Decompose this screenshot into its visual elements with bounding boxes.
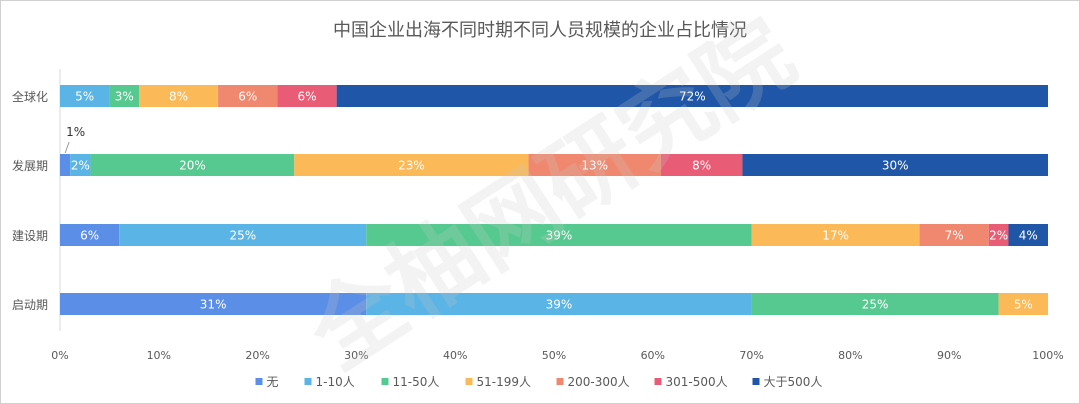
chart-title: 中国企业出海不同时期不同人员规模的企业占比情况 bbox=[333, 20, 747, 41]
x-tick-label: 60% bbox=[641, 349, 665, 362]
legend-swatch bbox=[752, 378, 760, 385]
data-label: 7% bbox=[945, 229, 964, 243]
data-label: 25% bbox=[229, 229, 256, 243]
bar-segment bbox=[70, 154, 91, 176]
data-label: 8% bbox=[169, 90, 188, 104]
legend-label: 301-500人 bbox=[666, 375, 728, 389]
data-label: 30% bbox=[882, 159, 909, 173]
data-label: 6% bbox=[80, 229, 99, 243]
x-tick-label: 0% bbox=[51, 349, 68, 362]
data-label: 5% bbox=[1014, 298, 1033, 312]
x-tick-label: 100% bbox=[1032, 349, 1063, 362]
category-label: 发展期 bbox=[12, 158, 48, 173]
legend-swatch bbox=[304, 378, 312, 385]
bar-segment bbox=[60, 293, 367, 315]
bar-segment bbox=[294, 154, 529, 176]
legend-swatch bbox=[654, 378, 662, 385]
bar-segment bbox=[218, 85, 278, 107]
bar-segment bbox=[60, 224, 120, 246]
bar-segment bbox=[366, 224, 752, 246]
data-label: 13% bbox=[581, 159, 608, 173]
bar-segment bbox=[277, 85, 337, 107]
category-label: 启动期 bbox=[12, 298, 48, 312]
legend-swatch bbox=[381, 378, 389, 385]
data-label: 4% bbox=[1019, 229, 1038, 243]
bar-segment bbox=[60, 85, 110, 107]
bar-segment bbox=[988, 224, 1009, 246]
data-label: 8% bbox=[692, 159, 711, 173]
data-label: 31% bbox=[200, 298, 227, 312]
x-tick-label: 50% bbox=[542, 349, 566, 362]
category-label: 建设期 bbox=[12, 229, 48, 243]
bar-segment bbox=[1008, 224, 1048, 246]
legend-swatch bbox=[465, 378, 473, 385]
legend-label: 1-10人 bbox=[316, 375, 355, 389]
bar-segment bbox=[139, 85, 219, 107]
bar-segment bbox=[109, 85, 140, 107]
legend-label: 200-300人 bbox=[568, 375, 630, 389]
x-tick-label: 10% bbox=[147, 349, 171, 362]
data-label: 20% bbox=[179, 159, 206, 173]
x-tick-label: 30% bbox=[344, 349, 368, 362]
x-tick-label: 70% bbox=[739, 349, 763, 362]
x-tick-label: 40% bbox=[443, 349, 467, 362]
data-label: 3% bbox=[115, 90, 134, 104]
data-label: 25% bbox=[862, 298, 889, 312]
data-label: 72% bbox=[679, 90, 706, 104]
x-tick-label: 90% bbox=[937, 349, 961, 362]
data-label: 5% bbox=[75, 90, 94, 104]
leader-line bbox=[64, 141, 70, 154]
bar-segment bbox=[366, 293, 752, 315]
bar-segment bbox=[119, 224, 367, 246]
legend-swatch bbox=[255, 378, 263, 385]
bar-segment bbox=[998, 293, 1048, 315]
data-label: 17% bbox=[822, 229, 849, 243]
data-label: 39% bbox=[546, 298, 573, 312]
legend-swatch bbox=[556, 378, 564, 385]
data-label: 2% bbox=[71, 159, 90, 173]
x-tick-label: 20% bbox=[245, 349, 269, 362]
bar-segment bbox=[528, 154, 661, 176]
bar-segment bbox=[751, 224, 920, 246]
data-label: 23% bbox=[398, 159, 425, 173]
bar-segment bbox=[60, 154, 71, 176]
x-tick-label: 80% bbox=[838, 349, 862, 362]
data-label: 1% bbox=[66, 125, 85, 139]
data-label: 2% bbox=[989, 229, 1008, 243]
legend-label: 无 bbox=[267, 375, 279, 389]
category-label: 全球化 bbox=[12, 89, 48, 104]
bar-segment bbox=[919, 224, 989, 246]
legend-label: 大于500人 bbox=[764, 375, 823, 389]
bar-segment bbox=[90, 154, 295, 176]
bar-segment bbox=[660, 154, 743, 176]
bar-segment bbox=[742, 154, 1048, 176]
data-label: 39% bbox=[546, 229, 573, 243]
bar-segment bbox=[336, 85, 1048, 107]
data-label: 6% bbox=[297, 90, 316, 104]
legend-label: 51-199人 bbox=[477, 375, 532, 389]
legend-label: 11-50人 bbox=[393, 375, 440, 389]
bar-segment bbox=[751, 293, 999, 315]
data-label: 6% bbox=[238, 90, 257, 104]
